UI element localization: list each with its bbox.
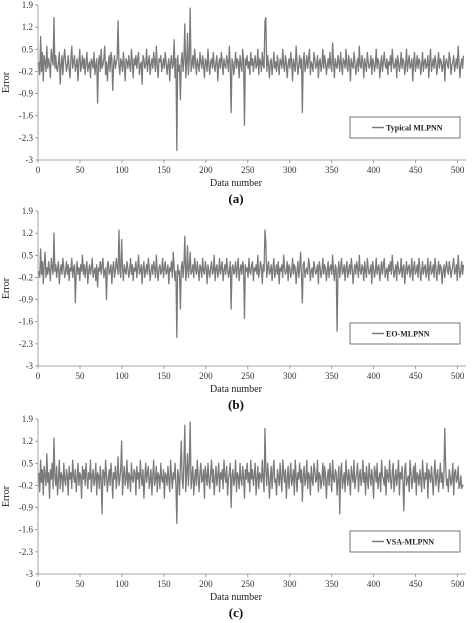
series-line bbox=[38, 229, 465, 339]
chart-svg: 1.9 1.2 0.5 -0.2 -0.9 -1.6 -2.3 -30 50 100 150 200 2… bbox=[1, 206, 466, 412]
legend-label: Typical MLPNN bbox=[386, 124, 443, 133]
x-tick-label: 100 bbox=[115, 579, 129, 589]
x-tick-label: 50 bbox=[75, 579, 85, 589]
x-tick-label: 300 bbox=[283, 371, 297, 381]
y-tick-label: 0.5 bbox=[22, 250, 34, 260]
panel-c: 1.9 1.2 0.5 -0.2 -0.9 -1.6 -2.3 -3 0 50 100 150 200 2… bbox=[0, 414, 474, 622]
legend-box bbox=[349, 530, 461, 553]
y-tick-label: 1.9 bbox=[22, 0, 34, 10]
y-tick-label: -2.3 bbox=[19, 339, 34, 349]
y-tick-label: 0.5 bbox=[22, 44, 34, 54]
x-axis-title: Data number bbox=[210, 178, 263, 189]
x-tick-label: 350 bbox=[325, 165, 339, 175]
y-tick-label: 1.9 bbox=[22, 206, 34, 216]
y-tick-label: 0.5 bbox=[22, 458, 34, 468]
x-tick-label: 50 bbox=[75, 165, 85, 175]
x-tick-label: 250 bbox=[241, 165, 255, 175]
series-line bbox=[38, 421, 464, 525]
legend-box bbox=[349, 322, 461, 345]
y-tick-label: -1.6 bbox=[19, 317, 34, 327]
legend-box bbox=[349, 116, 461, 139]
y-tick-label: -1.6 bbox=[19, 525, 34, 535]
x-axis-title: Data number bbox=[210, 384, 263, 395]
x-tick-label: 200 bbox=[199, 579, 213, 589]
panel-label: (a) bbox=[228, 191, 243, 206]
chart-svg: 1.9 1.2 0.5 -0.2 -0.9 -1.6 -2.3 -30 50 100 150 200 2… bbox=[1, 414, 466, 620]
x-tick-label: 400 bbox=[367, 579, 381, 589]
x-tick-label: 350 bbox=[325, 579, 339, 589]
y-tick-label: 1.2 bbox=[22, 228, 33, 238]
y-tick-label: 1.2 bbox=[22, 22, 33, 32]
x-tick-label: 450 bbox=[409, 165, 423, 175]
x-tick-label: 250 bbox=[241, 371, 255, 381]
x-tick-label: 250 bbox=[241, 579, 255, 589]
x-tick-label: 300 bbox=[283, 165, 297, 175]
x-tick-label: 100 bbox=[115, 371, 129, 381]
panel-label: (c) bbox=[229, 605, 243, 620]
x-tick-label: 0 bbox=[36, 165, 41, 175]
x-tick-label: 50 bbox=[75, 371, 85, 381]
x-tick-label: 150 bbox=[157, 165, 171, 175]
x-axis-title: Data number bbox=[210, 592, 263, 603]
legend: Typical MLPNN bbox=[349, 116, 461, 139]
x-tick-label: 500 bbox=[451, 371, 465, 381]
y-axis-title: Error bbox=[1, 71, 12, 93]
y-tick-label: -2.3 bbox=[19, 133, 34, 143]
panel-label: (b) bbox=[228, 397, 244, 412]
y-tick-label: 1.2 bbox=[22, 436, 33, 446]
x-tick-label: 450 bbox=[409, 371, 423, 381]
x-tick-label: 400 bbox=[367, 165, 381, 175]
panel-b: 1.9 1.2 0.5 -0.2 -0.9 -1.6 -2.3 -3 0 50 100 150 200 2… bbox=[0, 206, 474, 414]
x-tick-label: 200 bbox=[199, 165, 213, 175]
y-tick-label: -3 bbox=[26, 569, 34, 579]
x-tick-label: 150 bbox=[157, 579, 171, 589]
legend: VSA-MLPNN bbox=[349, 530, 461, 553]
legend: EO-MLPNN bbox=[349, 322, 461, 345]
x-tick-label: 500 bbox=[451, 579, 465, 589]
y-tick-label: -0.9 bbox=[19, 295, 34, 305]
y-tick-label: -0.2 bbox=[19, 272, 33, 282]
y-tick-label: -0.2 bbox=[19, 480, 33, 490]
x-tick-label: 400 bbox=[367, 371, 381, 381]
x-tick-label: 300 bbox=[283, 579, 297, 589]
panel-a: 1.9 1.2 0.5 -0.2 -0.9 -1.6 -2.3 -3 0 50 100 150 200 2… bbox=[0, 0, 474, 208]
legend-label: VSA-MLPNN bbox=[386, 538, 434, 547]
y-tick-label: -2.3 bbox=[19, 547, 34, 557]
x-tick-label: 450 bbox=[409, 579, 423, 589]
y-tick-label: -0.9 bbox=[19, 503, 34, 513]
x-tick-label: 0 bbox=[36, 579, 41, 589]
y-tick-label: -3 bbox=[26, 155, 34, 165]
y-axis-title: Error bbox=[1, 485, 12, 507]
x-tick-label: 200 bbox=[199, 371, 213, 381]
x-tick-label: 0 bbox=[36, 371, 41, 381]
chart-svg: 1.9 1.2 0.5 -0.2 -0.9 -1.6 -2.3 -30 50 100 150 200 2… bbox=[1, 0, 466, 206]
legend-label: EO-MLPNN bbox=[386, 330, 430, 339]
y-axis-title: Error bbox=[1, 277, 12, 299]
series-line bbox=[38, 7, 465, 152]
y-tick-label: -0.9 bbox=[19, 89, 34, 99]
x-tick-label: 150 bbox=[157, 371, 171, 381]
y-tick-label: -3 bbox=[26, 361, 34, 371]
x-tick-label: 100 bbox=[115, 165, 129, 175]
x-tick-label: 500 bbox=[451, 165, 465, 175]
y-tick-label: -1.6 bbox=[19, 111, 34, 121]
y-tick-label: -0.2 bbox=[19, 66, 33, 76]
y-tick-label: 1.9 bbox=[22, 414, 34, 424]
x-tick-label: 350 bbox=[325, 371, 339, 381]
